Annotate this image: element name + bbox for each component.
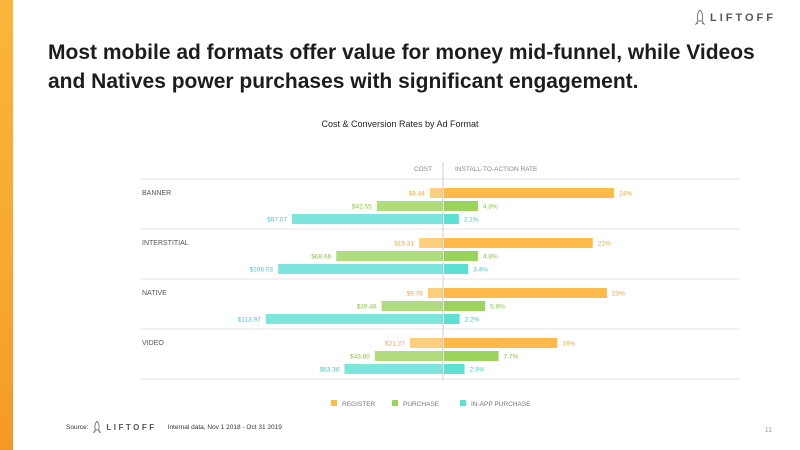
rate-bar-video-register <box>444 338 558 348</box>
cost-header: COST <box>414 166 432 173</box>
rate-header: INSTALL-TO-ACTION RATE <box>455 166 538 173</box>
cost-bar-interstitial-purchase <box>336 251 443 261</box>
cost-bar-banner-purchase <box>376 201 443 211</box>
cost-bar-interstitial-register <box>419 238 443 248</box>
page-title: Most mobile ad formats offer value for m… <box>48 41 755 93</box>
accent-strip <box>0 0 13 450</box>
cost-label-banner-register: $8.44 <box>409 191 426 198</box>
cost-label-video-in-app-purchase: $63.36 <box>320 367 340 374</box>
legend-swatch-register <box>331 400 337 406</box>
rate-bar-banner-purchase <box>444 201 478 211</box>
cost-label-native-register: $9.78 <box>407 291 424 298</box>
rate-label-banner-register: 24% <box>619 191 632 198</box>
cost-label-banner-in-app-purchase: $97.07 <box>267 217 287 224</box>
legend-swatch-in-app-purchase <box>460 400 466 406</box>
rocket-icon <box>694 10 705 26</box>
legend-label-register: REGISTER <box>342 401 376 408</box>
cost-label-interstitial-purchase: $68.66 <box>311 254 331 261</box>
cost-label-native-in-app-purchase: $113.97 <box>238 317 261 324</box>
rate-label-native-register: 23% <box>612 291 625 298</box>
brand-name: LIFTOFF <box>709 12 776 24</box>
rate-label-interstitial-in-app-purchase: 3.4% <box>473 267 488 274</box>
cost-label-native-purchase: $39.48 <box>357 304 377 311</box>
brand-logo: LIFTOFF <box>694 10 776 26</box>
category-label-native: NATIVE <box>142 290 167 297</box>
cost-bar-native-register <box>427 288 443 298</box>
source-note: Internal data, Nov 1 2018 - Oct 31 2019 <box>167 424 282 431</box>
legend-swatch-purchase <box>392 400 398 406</box>
rate-label-native-purchase: 5.8% <box>490 304 505 311</box>
rate-label-native-in-app-purchase: 2.2% <box>465 317 480 324</box>
rate-label-interstitial-register: 21% <box>598 241 611 248</box>
rate-bar-video-purchase <box>444 351 499 361</box>
cost-label-interstitial-in-app-purchase: $106.03 <box>250 267 274 274</box>
rate-bar-interstitial-in-app-purchase <box>444 264 469 274</box>
rate-label-banner-in-app-purchase: 2.1% <box>464 217 479 224</box>
chart-title: Cost & Conversion Rates by Ad Format <box>321 119 479 129</box>
cost-bar-video-in-app-purchase <box>344 364 443 374</box>
footer-brand: LIFTOFF <box>106 423 157 432</box>
cost-label-banner-purchase: $42.55 <box>352 204 372 211</box>
legend-label-in-app-purchase: IN-APP PURCHASE <box>471 401 531 408</box>
category-label-interstitial: INTERSTITIAL <box>142 240 189 247</box>
source-label: Source: <box>66 424 89 431</box>
category-label-banner: BANNER <box>142 190 171 197</box>
cost-bar-video-purchase <box>374 351 443 361</box>
cost-bar-native-purchase <box>381 301 443 311</box>
footer: Source: LIFTOFF Internal data, Nov 1 201… <box>66 421 282 434</box>
cost-bar-video-register <box>409 338 443 348</box>
rate-bar-banner-register <box>444 188 614 198</box>
cost-bar-banner-register <box>429 188 443 198</box>
rate-bar-interstitial-register <box>444 238 593 248</box>
cost-bar-native-in-app-purchase <box>265 314 443 324</box>
cost-label-video-purchase: $43.80 <box>350 354 370 361</box>
cost-bar-banner-in-app-purchase <box>292 214 443 224</box>
rocket-icon <box>93 421 102 434</box>
rate-label-video-purchase: 7.7% <box>504 354 519 361</box>
category-label-video: VIDEO <box>142 340 164 347</box>
rate-bar-video-in-app-purchase <box>444 364 465 374</box>
rate-label-video-in-app-purchase: 2.9% <box>470 367 485 374</box>
cost-label-video-register: $21.27 <box>385 341 405 348</box>
rate-bar-native-purchase <box>444 301 486 311</box>
legend-label-purchase: PURCHASE <box>403 401 440 408</box>
rate-label-interstitial-purchase: 4.8% <box>483 254 498 261</box>
cost-label-interstitial-register: $15.31 <box>394 241 414 248</box>
rate-bar-native-in-app-purchase <box>444 314 460 324</box>
rate-bar-native-register <box>444 288 607 298</box>
rate-label-banner-purchase: 4.8% <box>483 204 498 211</box>
cost-bar-interstitial-in-app-purchase <box>278 264 443 274</box>
rate-label-video-register: 16% <box>562 341 575 348</box>
page-number: 11 <box>764 427 772 434</box>
rate-bar-banner-in-app-purchase <box>444 214 459 224</box>
rate-bar-interstitial-purchase <box>444 251 478 261</box>
